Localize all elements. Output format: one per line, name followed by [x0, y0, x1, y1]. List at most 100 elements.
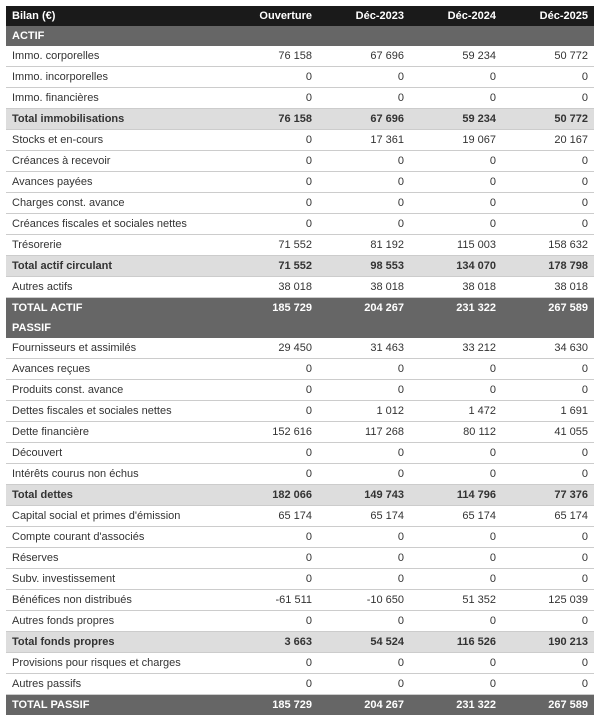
cell-value: 33 212 — [410, 338, 502, 359]
cell-value: 182 066 — [226, 485, 318, 506]
row-label: Immo. incorporelles — [6, 67, 226, 88]
row-label: Total dettes — [6, 485, 226, 506]
row-label: Découvert — [6, 443, 226, 464]
cell-value: 1 691 — [502, 401, 594, 422]
col-header-dec-2025: Déc-2025 — [502, 6, 594, 26]
cell-value: 17 361 — [318, 130, 410, 151]
cell-value: 0 — [502, 443, 594, 464]
cell-value: 38 018 — [318, 277, 410, 298]
cell-value: 76 158 — [226, 46, 318, 67]
cell-value: 50 772 — [502, 46, 594, 67]
cell-value: 54 524 — [318, 632, 410, 653]
table-row: Réserves0000 — [6, 548, 594, 569]
row-label: Subv. investissement — [6, 569, 226, 590]
row-label: Trésorerie — [6, 235, 226, 256]
cell-value: 0 — [502, 67, 594, 88]
cell-value: 0 — [502, 611, 594, 632]
cell-value: 0 — [226, 380, 318, 401]
row-label: Avances payées — [6, 172, 226, 193]
row-label: Total actif circulant — [6, 256, 226, 277]
cell-value: 65 174 — [410, 506, 502, 527]
cell-value: 65 174 — [502, 506, 594, 527]
cell-value: 65 174 — [318, 506, 410, 527]
row-label: Créances fiscales et sociales nettes — [6, 214, 226, 235]
cell-value: 116 526 — [410, 632, 502, 653]
row-label: Produits const. avance — [6, 380, 226, 401]
cell-value: 59 234 — [410, 46, 502, 67]
cell-value: 50 772 — [502, 109, 594, 130]
row-label: Intérêts courus non échus — [6, 464, 226, 485]
cell-value: 231 322 — [410, 695, 502, 716]
cell-value: 81 192 — [318, 235, 410, 256]
cell-value: 0 — [410, 359, 502, 380]
cell-value: 0 — [226, 359, 318, 380]
cell-value: 204 267 — [318, 695, 410, 716]
row-label: Stocks et en-cours — [6, 130, 226, 151]
table-body: ACTIFImmo. corporelles76 15867 69659 234… — [6, 26, 594, 715]
cell-value: -10 650 — [318, 590, 410, 611]
cell-value: 134 070 — [410, 256, 502, 277]
cell-value: 0 — [410, 67, 502, 88]
table-row: TOTAL ACTIF185 729204 267231 322267 589 — [6, 298, 594, 319]
table-row: Dette financière152 616117 26880 11241 0… — [6, 422, 594, 443]
cell-value: 0 — [410, 674, 502, 695]
table-row: ACTIF — [6, 26, 594, 46]
cell-value: 0 — [410, 151, 502, 172]
cell-value: 231 322 — [410, 298, 502, 319]
table-row: Immo. incorporelles0000 — [6, 67, 594, 88]
row-label: Compte courant d'associés — [6, 527, 226, 548]
cell-value: 67 696 — [318, 109, 410, 130]
cell-value: 149 743 — [318, 485, 410, 506]
row-label: Charges const. avance — [6, 193, 226, 214]
cell-value: 41 055 — [502, 422, 594, 443]
cell-value: 0 — [226, 674, 318, 695]
cell-value: 0 — [410, 193, 502, 214]
row-label: Autres fonds propres — [6, 611, 226, 632]
cell-value: 71 552 — [226, 235, 318, 256]
cell-value: 1 472 — [410, 401, 502, 422]
cell-value: 0 — [226, 193, 318, 214]
col-header-dec-2024: Déc-2024 — [410, 6, 502, 26]
cell-value: 67 696 — [318, 46, 410, 67]
cell-value: 0 — [226, 130, 318, 151]
table-row: Découvert0000 — [6, 443, 594, 464]
cell-value: 0 — [226, 569, 318, 590]
row-label: Provisions pour risques et charges — [6, 653, 226, 674]
table-row: Immo. corporelles76 15867 69659 23450 77… — [6, 46, 594, 67]
cell-value: 38 018 — [502, 277, 594, 298]
cell-value: 0 — [318, 653, 410, 674]
table-row: Dettes fiscales et sociales nettes01 012… — [6, 401, 594, 422]
cell-value: 0 — [318, 67, 410, 88]
table-row: PASSIF — [6, 318, 594, 338]
cell-value: 65 174 — [226, 506, 318, 527]
table-row: Bénéfices non distribués-61 511-10 65051… — [6, 590, 594, 611]
table-row: Immo. financières0000 — [6, 88, 594, 109]
table-row: Stocks et en-cours017 36119 06720 167 — [6, 130, 594, 151]
cell-value: 190 213 — [502, 632, 594, 653]
table-row: TOTAL PASSIF185 729204 267231 322267 589 — [6, 695, 594, 716]
row-label: Immo. corporelles — [6, 46, 226, 67]
cell-value: 31 463 — [318, 338, 410, 359]
cell-value: 0 — [502, 380, 594, 401]
cell-value: 125 039 — [502, 590, 594, 611]
cell-value: 0 — [318, 527, 410, 548]
balance-sheet-table: Bilan (€) Ouverture Déc-2023 Déc-2024 Dé… — [6, 6, 594, 715]
table-row: Autres actifs38 01838 01838 01838 018 — [6, 277, 594, 298]
table-row: Avances payées0000 — [6, 172, 594, 193]
cell-value: 178 798 — [502, 256, 594, 277]
row-label: Dette financière — [6, 422, 226, 443]
table-row: Subv. investissement0000 — [6, 569, 594, 590]
table-row: Total actif circulant71 55298 553134 070… — [6, 256, 594, 277]
cell-value: 0 — [226, 214, 318, 235]
table-row: Total dettes182 066149 743114 79677 376 — [6, 485, 594, 506]
cell-value: 114 796 — [410, 485, 502, 506]
table-row: Créances à recevoir0000 — [6, 151, 594, 172]
cell-value: 185 729 — [226, 298, 318, 319]
row-label: Réserves — [6, 548, 226, 569]
cell-value: 0 — [226, 151, 318, 172]
cell-value: 0 — [502, 569, 594, 590]
row-label: Créances à recevoir — [6, 151, 226, 172]
cell-value: 0 — [318, 359, 410, 380]
table-header: Bilan (€) Ouverture Déc-2023 Déc-2024 Dé… — [6, 6, 594, 26]
cell-value: 0 — [318, 548, 410, 569]
